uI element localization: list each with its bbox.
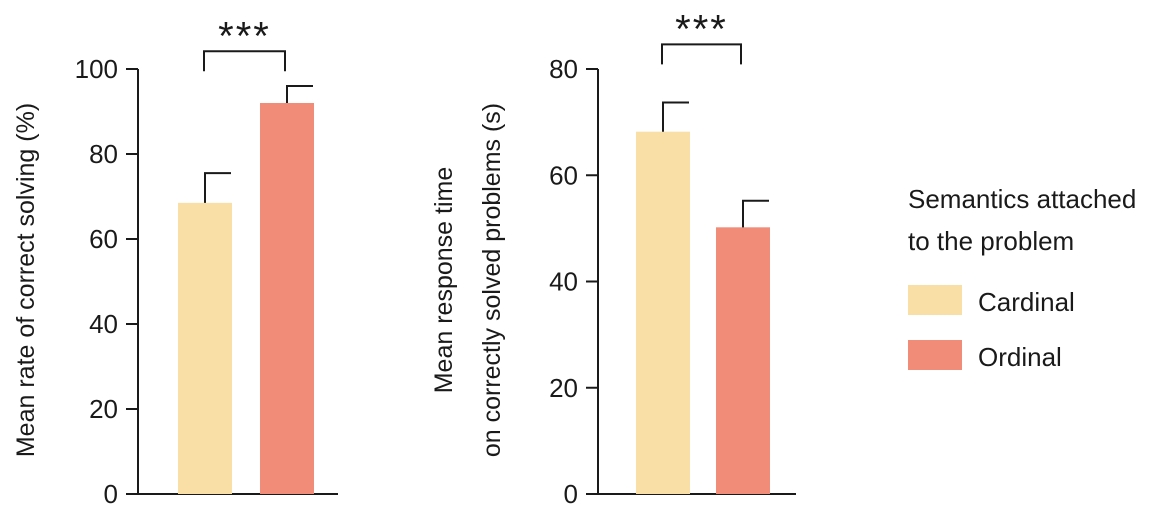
error-bar-ordinal [286,85,313,103]
legend-title-line2: to the problem [908,226,1074,256]
y-axis-label-line2: Mean rate of correct solving (%) [12,103,40,457]
y-tick-label: 0 [104,479,118,506]
y-tick-label: 80 [549,54,578,84]
error-bar-cardinal [204,172,231,203]
significance-label: *** [675,7,728,51]
y-tick-label: 60 [89,224,118,254]
legend-swatch-cardinal [908,285,962,315]
significance-bracket [203,50,286,72]
bar-cardinal [636,131,690,494]
y-tick-label: 40 [549,267,578,297]
y-tick-label: 0 [564,479,578,506]
legend-label-ordinal: Ordinal [978,342,1062,372]
bar-cardinal [178,202,232,494]
significance-bracket [661,43,742,65]
bar-ordinal [260,103,314,494]
legend-title-line1: Semantics attached [908,184,1136,214]
y-axis-label-line2: on correctly solved problems (s) [478,103,506,457]
y-tick-label: 60 [549,160,578,190]
significance-label: *** [218,14,271,58]
bar-ordinal [716,227,770,494]
legend-swatch-ordinal [908,340,962,370]
accuracy-chart: 0 20 40 60 80 100 Mean rate of correct solving… [12,14,338,506]
y-tick-label: 80 [89,139,118,169]
legend: Semantics attached to the problem Cardin… [908,184,1136,372]
response-time-chart: 0 20 40 60 80 Mean response time on correctly … [430,7,796,506]
y-axis-label-line1: Mean response time [430,167,458,394]
error-bar-cardinal [662,101,689,132]
y-tick-label: 100 [75,54,118,84]
legend-label-cardinal: Cardinal [978,287,1075,317]
y-tick-label: 40 [89,309,118,339]
y-tick-label: 20 [549,373,578,403]
error-bar-ordinal [742,199,769,228]
y-tick-label: 20 [89,394,118,424]
